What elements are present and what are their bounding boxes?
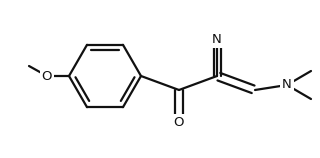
Text: N: N	[212, 33, 222, 46]
Text: N: N	[282, 79, 292, 91]
Text: O: O	[174, 116, 184, 129]
Text: O: O	[42, 70, 52, 82]
